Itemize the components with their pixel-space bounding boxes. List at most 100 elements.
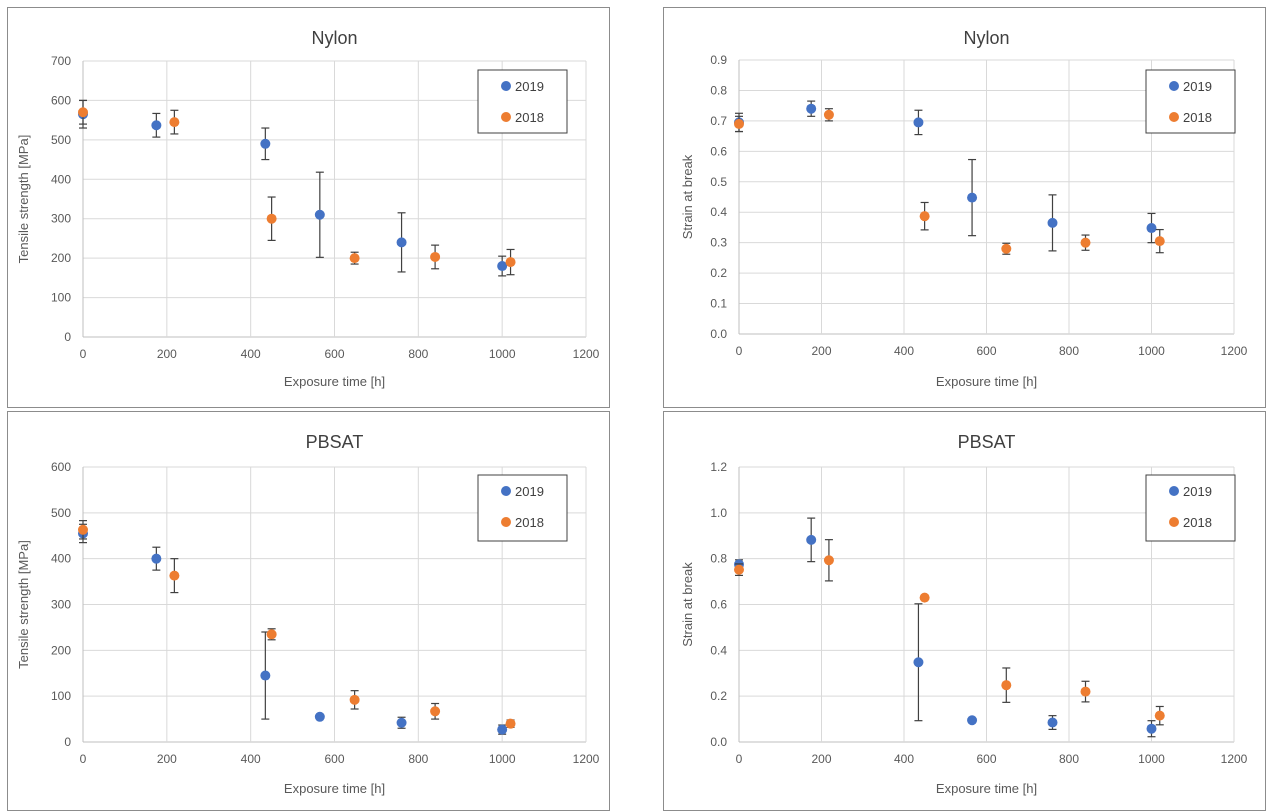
- chart-panel-nylon-strain: Nylon 0.0 0.1 0.2 0.3 0.4 0.5 0.6 0.7 0.8 0.9 0 200 4…: [663, 7, 1266, 408]
- y-tick-label: 0: [64, 330, 71, 344]
- data-point-2018: [1080, 237, 1091, 248]
- y-tick-label: 1.0: [710, 506, 727, 520]
- chart-svg: PBSAT 0 100 200 300 400 500 600 0 200 400 600 800 100…: [16, 432, 600, 796]
- legend-marker-2018: [1169, 112, 1179, 122]
- legend-box: [477, 69, 568, 134]
- data-point-2018: [1001, 243, 1012, 254]
- data-point-2018: [1080, 686, 1091, 697]
- y-tick-label: 0.1: [710, 297, 727, 311]
- data-point-2018: [919, 592, 930, 603]
- x-axis-label: Exposure time [h]: [284, 374, 385, 389]
- chart-panel-pbsat-tensile: PBSAT 0 100 200 300 400 500 600 0 200 400 600 800 100…: [7, 411, 610, 811]
- x-axis-label: Exposure time [h]: [936, 374, 1037, 389]
- x-tick-label: 200: [811, 752, 831, 766]
- data-point-2019: [1047, 717, 1058, 728]
- data-point-2018: [1154, 236, 1165, 247]
- data-point-2018: [734, 118, 744, 129]
- data-point-2018: [430, 251, 441, 262]
- y-tick-label: 100: [51, 291, 71, 305]
- x-tick-label: 1200: [1221, 752, 1248, 766]
- y-tick-label: 300: [51, 212, 71, 226]
- legend-marker-2019: [1169, 81, 1179, 91]
- data-point-2018: [78, 524, 88, 535]
- x-tick-label: 800: [408, 347, 428, 361]
- y-axis-label: Strain at break: [680, 154, 695, 239]
- data-point-2019: [1047, 217, 1058, 228]
- x-tick-label: 800: [1059, 344, 1079, 358]
- data-point-2019: [1146, 723, 1157, 734]
- legend-marker-2019: [501, 486, 511, 496]
- x-tick-label: 1000: [1138, 344, 1165, 358]
- x-tick-label: 1000: [489, 752, 516, 766]
- data-point-2018: [266, 213, 277, 224]
- data-point-2018: [823, 555, 834, 566]
- x-tick-label: 0: [736, 752, 743, 766]
- y-axis-label: Tensile strength [MPa]: [16, 135, 31, 264]
- y-tick-label: 0.8: [710, 552, 727, 566]
- y-tick-label: 0.2: [710, 689, 727, 703]
- data-point-2019: [314, 711, 325, 722]
- data-point-2019: [913, 657, 924, 668]
- legend-label: 2019: [1183, 79, 1212, 94]
- x-tick-label: 600: [976, 344, 996, 358]
- data-point-2018: [430, 706, 441, 717]
- x-tick-label: 1200: [573, 752, 600, 766]
- data-point-2018: [78, 107, 88, 118]
- x-tick-label: 200: [157, 752, 177, 766]
- data-point-2019: [497, 261, 508, 272]
- chart-panel-nylon-tensile: Nylon 0 100 200 300 400 500 600 700 0 200 400 600 800…: [7, 7, 610, 408]
- y-tick-label: 0.2: [710, 266, 727, 280]
- x-tick-label: 600: [976, 752, 996, 766]
- y-tick-label: 600: [51, 93, 71, 107]
- x-tick-label: 400: [241, 752, 261, 766]
- x-tick-label: 200: [157, 347, 177, 361]
- data-point-2019: [967, 715, 978, 726]
- x-tick-label: 1200: [1221, 344, 1248, 358]
- y-tick-label: 0.6: [710, 144, 727, 158]
- y-axis-label: Tensile strength [MPa]: [16, 540, 31, 669]
- legend-box: [1145, 69, 1236, 134]
- x-tick-label: 1200: [573, 347, 600, 361]
- data-point-2019: [260, 138, 271, 149]
- data-point-2019: [396, 237, 407, 248]
- data-point-2018: [505, 718, 516, 729]
- chart-title: PBSAT: [958, 432, 1016, 452]
- chart-title: PBSAT: [306, 432, 364, 452]
- y-tick-label: 0.0: [710, 327, 727, 341]
- y-tick-label: 400: [51, 552, 71, 566]
- y-tick-label: 100: [51, 689, 71, 703]
- data-point-2019: [1146, 223, 1157, 234]
- x-axis-label: Exposure time [h]: [936, 781, 1037, 796]
- x-tick-label: 0: [80, 752, 87, 766]
- data-point-2019: [260, 670, 271, 681]
- legend-label: 2019: [515, 484, 544, 499]
- chart-title: Nylon: [311, 28, 357, 48]
- legend-marker-2018: [501, 517, 511, 527]
- x-tick-label: 800: [1059, 752, 1079, 766]
- data-point-2018: [266, 629, 277, 640]
- x-tick-label: 200: [811, 344, 831, 358]
- legend-marker-2019: [501, 81, 511, 91]
- legend-label: 2018: [515, 515, 544, 530]
- data-point-2018: [823, 109, 834, 120]
- data-point-2019: [967, 192, 978, 203]
- y-tick-label: 0.4: [710, 643, 727, 657]
- legend-label: 2018: [1183, 515, 1212, 530]
- x-tick-label: 400: [894, 344, 914, 358]
- data-point-2018: [349, 253, 360, 264]
- legend-label: 2018: [515, 110, 544, 125]
- y-tick-label: 0.5: [710, 175, 727, 189]
- legend-label: 2019: [515, 79, 544, 94]
- legend-marker-2018: [501, 112, 511, 122]
- data-point-2019: [396, 717, 407, 728]
- y-tick-label: 0.8: [710, 83, 727, 97]
- data-point-2019: [913, 117, 924, 128]
- x-tick-label: 400: [241, 347, 261, 361]
- legend-marker-2018: [1169, 517, 1179, 527]
- y-tick-label: 600: [51, 460, 71, 474]
- x-tick-label: 1000: [489, 347, 516, 361]
- x-tick-label: 0: [80, 347, 87, 361]
- data-point-2018: [919, 211, 930, 222]
- y-tick-label: 0.9: [710, 53, 727, 67]
- y-tick-label: 0.7: [710, 114, 727, 128]
